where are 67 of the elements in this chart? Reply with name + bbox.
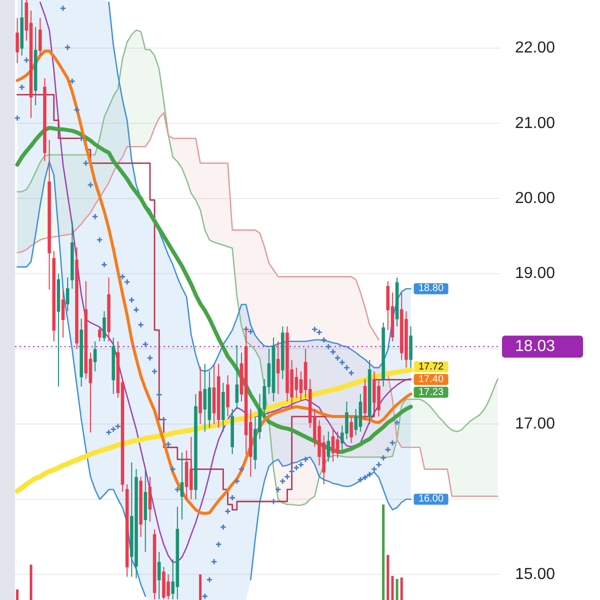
candlestick xyxy=(16,18,19,64)
candlestick xyxy=(66,276,70,312)
candlestick xyxy=(93,340,97,372)
candlestick xyxy=(203,363,207,432)
candlestick xyxy=(48,139,51,290)
candlestick xyxy=(331,427,335,462)
candlestick xyxy=(20,0,24,56)
y-tick-label: 22.00 xyxy=(515,40,556,57)
candlestick xyxy=(222,382,225,432)
candlestick xyxy=(216,363,220,428)
candlestick xyxy=(75,246,78,350)
y-tick-label: 19.00 xyxy=(515,265,556,282)
candlestick xyxy=(382,322,385,387)
y-tick-label: 15.00 xyxy=(515,566,556,583)
candlestick xyxy=(148,476,152,522)
y-tick-label: 20.00 xyxy=(515,190,556,207)
bar xyxy=(382,504,385,600)
candlestick xyxy=(80,318,83,387)
data-label: 17.72 xyxy=(418,361,444,372)
bar xyxy=(391,576,394,600)
candlestick xyxy=(272,337,276,402)
candlestick xyxy=(363,378,367,421)
candlestick xyxy=(350,416,353,444)
candlestick xyxy=(395,276,399,327)
candlestick xyxy=(144,468,148,552)
bar xyxy=(199,574,202,600)
candlestick xyxy=(152,528,156,600)
candlestick xyxy=(326,431,330,462)
candlestick xyxy=(235,344,239,410)
candlestick xyxy=(43,78,46,162)
candlestick xyxy=(98,326,102,342)
candlestick xyxy=(226,374,230,418)
ref-line-label: 18.03 xyxy=(515,338,556,356)
y-tick-label: 21.00 xyxy=(515,114,556,132)
candlestick xyxy=(38,18,42,56)
candlestick xyxy=(157,551,161,600)
data-label: 17.40 xyxy=(418,374,444,385)
candlestick xyxy=(139,476,142,538)
candlestick xyxy=(102,310,106,342)
line-series xyxy=(15,126,413,454)
line-series xyxy=(108,2,412,372)
candlestick xyxy=(52,250,56,342)
bar xyxy=(386,554,390,600)
candlestick xyxy=(34,26,38,106)
bar xyxy=(30,564,32,600)
candlestick xyxy=(276,340,280,394)
candlestick xyxy=(409,326,412,368)
candlestick xyxy=(368,360,372,425)
candlestick xyxy=(61,288,65,338)
data-label: 17.23 xyxy=(418,386,444,398)
bar xyxy=(396,578,398,600)
candlestick xyxy=(180,452,184,520)
candlestick xyxy=(198,366,202,425)
data-label: 16.00 xyxy=(418,494,444,505)
candlestick xyxy=(56,273,60,387)
y-tick-label: 17.00 xyxy=(515,416,556,433)
candlestick xyxy=(281,326,284,380)
candlestick xyxy=(70,220,74,290)
candlestick xyxy=(194,393,198,500)
candlestick xyxy=(125,484,129,578)
candlestick xyxy=(230,408,234,455)
bar xyxy=(400,577,403,600)
candlestick xyxy=(112,337,116,394)
candlestick xyxy=(107,276,110,342)
bar xyxy=(16,589,19,600)
candlestick xyxy=(336,431,340,458)
data-label: 18.80 xyxy=(418,283,444,294)
